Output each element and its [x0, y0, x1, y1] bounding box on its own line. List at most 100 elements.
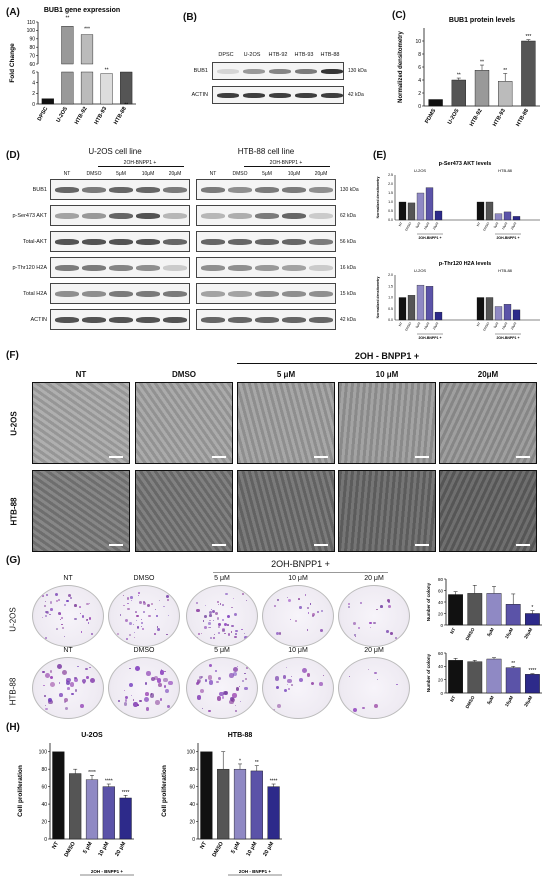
column-header: 20 μM — [364, 575, 384, 582]
x-tick-label: 5 μM — [82, 841, 94, 855]
blot-band — [163, 291, 187, 297]
colony — [368, 668, 370, 670]
colony — [133, 631, 136, 634]
colony — [224, 690, 229, 695]
colony — [145, 682, 148, 685]
scale-bar — [516, 456, 530, 458]
bar — [61, 71, 74, 105]
x-tick-label: U-2OS — [56, 106, 70, 124]
colony — [209, 610, 213, 615]
y-axis-label: Normalized densitometry — [376, 177, 380, 219]
x-tick-label: HTB-92 — [469, 108, 484, 128]
y-tick-label: 70 — [29, 53, 35, 59]
colony — [76, 665, 79, 668]
microscopy-image — [32, 382, 130, 464]
blot-band — [269, 93, 291, 98]
colony — [74, 604, 77, 607]
colony — [320, 609, 323, 612]
chart-title: U-2OS — [81, 732, 103, 739]
colony — [45, 594, 48, 597]
x-tick-label: NT — [51, 840, 60, 850]
colony — [359, 601, 362, 604]
colony — [396, 684, 398, 686]
lane-label: 5μM — [116, 171, 126, 177]
colony — [43, 684, 45, 687]
panel-label-a: (A) — [6, 7, 20, 18]
group-label: HTB-88 — [498, 168, 513, 173]
colony — [195, 682, 199, 686]
x-tick-label: 10μM — [504, 695, 514, 708]
y-tick-label: 80 — [438, 577, 444, 582]
bar — [451, 79, 466, 107]
blot-title-left: U-2OS cell line — [88, 147, 142, 156]
colony — [202, 620, 205, 622]
y-tick-label: 4 — [32, 80, 35, 86]
colony — [222, 628, 225, 632]
blot-band — [82, 239, 106, 245]
bar — [233, 768, 247, 840]
colony — [235, 687, 240, 692]
colony — [358, 627, 361, 629]
x-tick-label: DMSO — [404, 321, 413, 332]
colony — [63, 697, 69, 703]
colony — [245, 599, 247, 601]
colony — [201, 707, 204, 710]
blot-band — [109, 317, 133, 323]
culture-plate — [108, 585, 180, 647]
blot-band — [136, 317, 160, 323]
colony — [157, 627, 160, 631]
group-label: U-2OS — [414, 168, 427, 173]
y-tick-label: 0 — [440, 623, 443, 628]
blot-band — [201, 265, 225, 271]
colony — [89, 602, 91, 605]
colony — [159, 669, 165, 675]
colony — [86, 675, 90, 679]
blot-band — [163, 239, 187, 245]
y-tick-label: 2 — [32, 91, 35, 97]
colony — [44, 704, 47, 707]
microscopy-image — [439, 382, 537, 464]
chart-c: 0 2 4 6 8 10 PDMS ** U-2OS ** HTB-92 ** HTB-93 *** HTB… — [398, 17, 540, 128]
colony — [125, 637, 128, 640]
microscopy-image — [439, 470, 537, 552]
blot-strip — [196, 231, 336, 252]
scale-bar — [212, 544, 226, 546]
colony — [320, 629, 323, 633]
blot-band — [321, 69, 343, 74]
y-tick-label: 20 — [189, 819, 195, 825]
x-tick-label: NT — [476, 321, 482, 327]
colony — [306, 629, 309, 631]
group-label: U-2OS — [414, 268, 427, 273]
bar — [485, 297, 494, 321]
colony — [71, 693, 74, 696]
colony — [167, 614, 170, 616]
colony — [235, 709, 238, 712]
x-tick-label: HTB-88 — [113, 106, 128, 126]
bar — [448, 660, 463, 694]
significance-label: **** — [105, 779, 113, 785]
y-tick-label: 1.5 — [388, 284, 393, 288]
lane-label: DMSO — [232, 171, 248, 177]
scale-bar — [415, 544, 429, 546]
blot-band — [255, 317, 279, 323]
blot-band — [309, 291, 333, 297]
y-tick-label: 80 — [29, 45, 35, 51]
treatment-label: 2OH - BNPP1 + — [91, 869, 124, 874]
colony — [147, 603, 151, 607]
x-tick-label: DMSO — [63, 840, 77, 858]
colony — [67, 687, 70, 690]
colony — [159, 697, 163, 701]
colony — [204, 604, 206, 606]
colony — [207, 674, 213, 680]
significance-label: ** — [503, 68, 507, 74]
bar — [434, 210, 443, 221]
blot-row-label: BUB1 — [32, 187, 47, 193]
blot-strip — [50, 179, 190, 200]
significance-label: **** — [122, 790, 130, 796]
y-tick-label: 20 — [41, 819, 47, 825]
treatment-bracket — [244, 166, 330, 167]
colony — [60, 616, 63, 619]
colony — [59, 618, 61, 620]
colony — [158, 599, 160, 601]
y-tick-label: 60 — [438, 588, 444, 593]
